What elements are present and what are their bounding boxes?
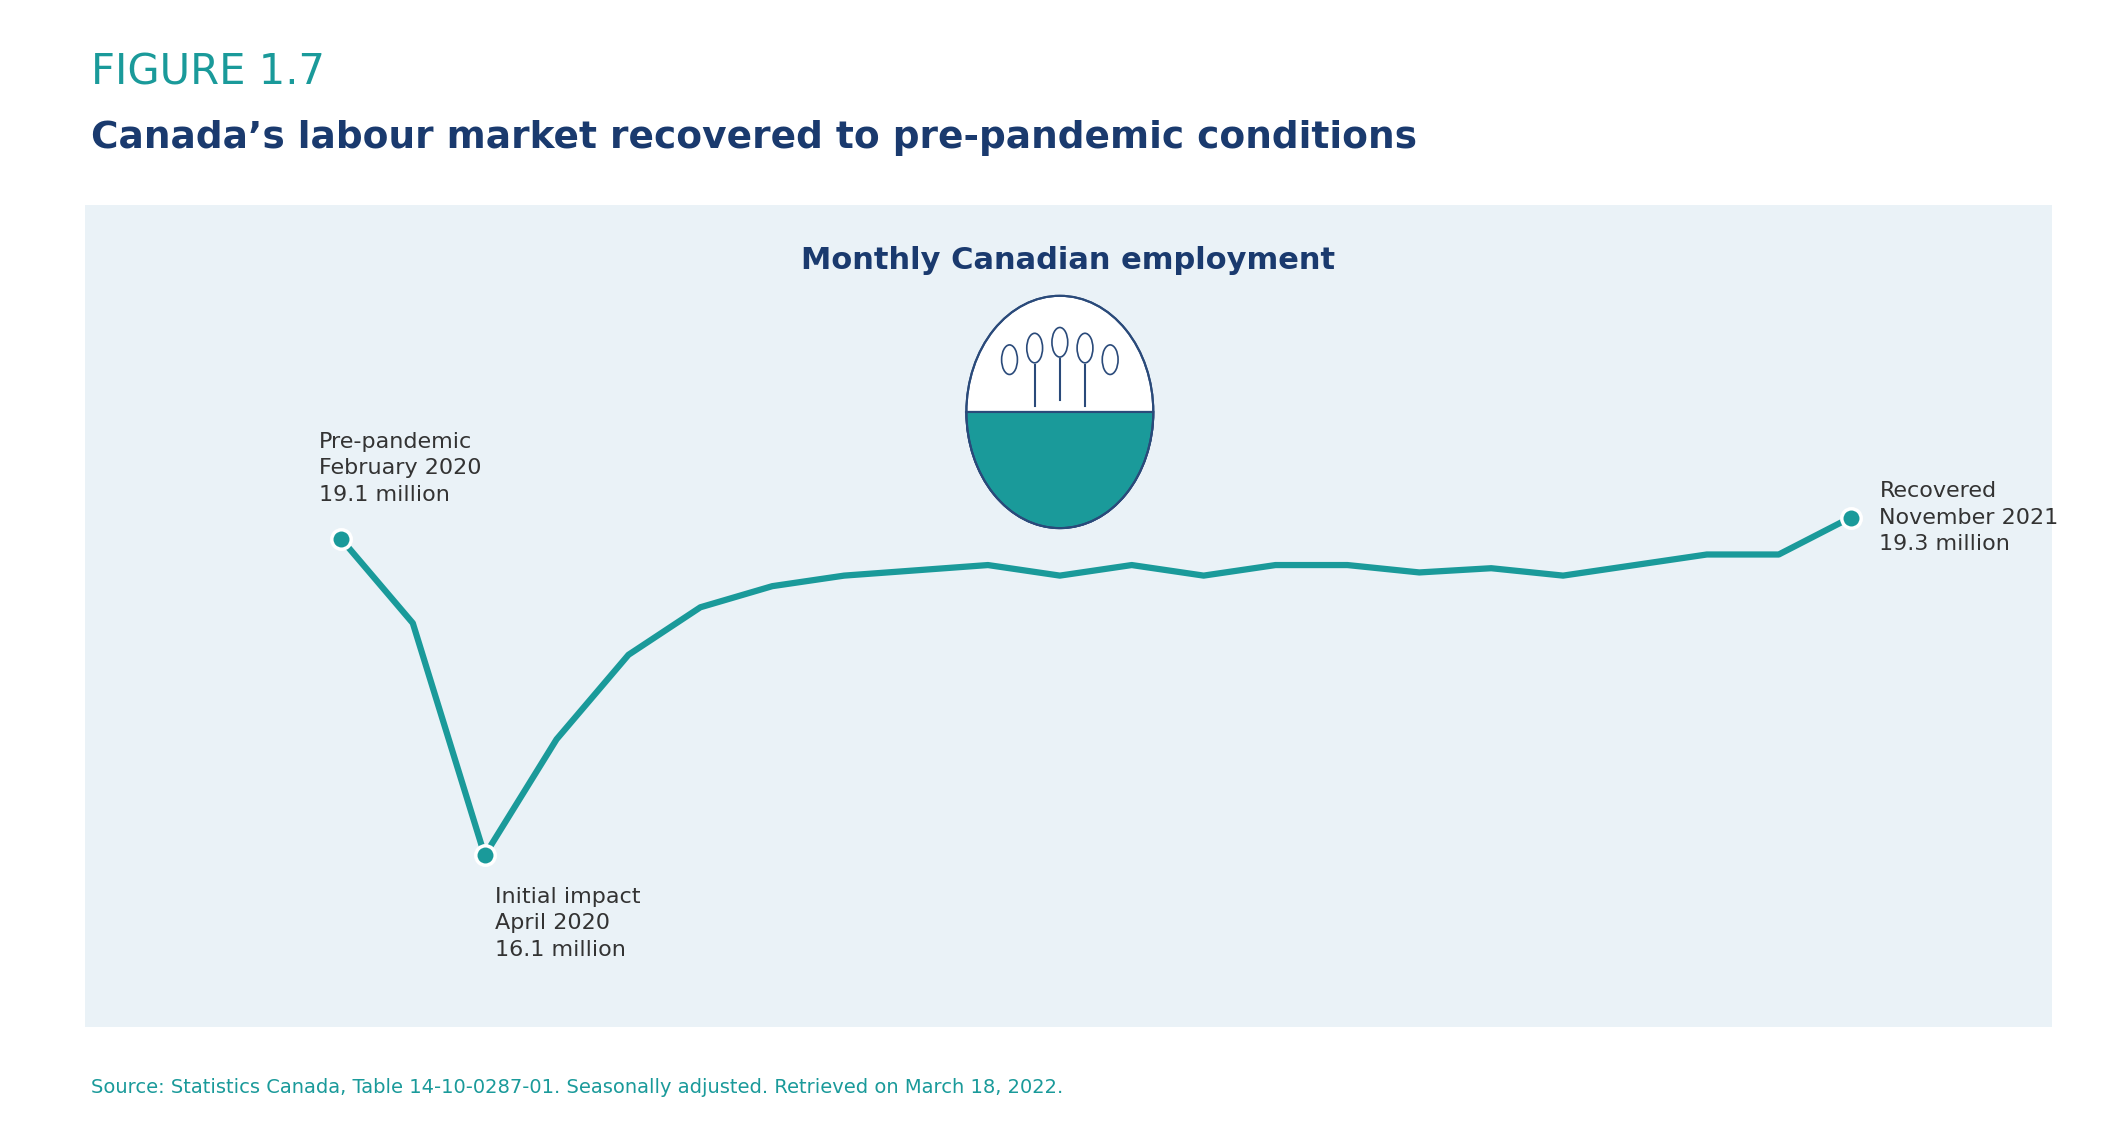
Polygon shape: [967, 412, 1153, 528]
Ellipse shape: [1077, 333, 1093, 363]
Ellipse shape: [967, 296, 1153, 528]
Text: Source: Statistics Canada, Table 14-10-0287-01. Seasonally adjusted. Retrieved o: Source: Statistics Canada, Table 14-10-0…: [91, 1078, 1064, 1098]
Text: FIGURE 1.7: FIGURE 1.7: [91, 51, 326, 94]
Ellipse shape: [1102, 345, 1119, 374]
Text: Canada’s labour market recovered to pre-pandemic conditions: Canada’s labour market recovered to pre-…: [91, 120, 1417, 156]
Ellipse shape: [1051, 327, 1068, 357]
Ellipse shape: [1026, 333, 1043, 363]
Text: Recovered
November 2021
19.3 million: Recovered November 2021 19.3 million: [1880, 482, 2058, 553]
Ellipse shape: [1003, 345, 1017, 374]
Text: Initial impact
April 2020
16.1 million: Initial impact April 2020 16.1 million: [495, 887, 641, 960]
Text: Pre-pandemic
February 2020
19.1 million: Pre-pandemic February 2020 19.1 million: [319, 432, 482, 504]
Text: Monthly Canadian employment: Monthly Canadian employment: [802, 246, 1335, 275]
